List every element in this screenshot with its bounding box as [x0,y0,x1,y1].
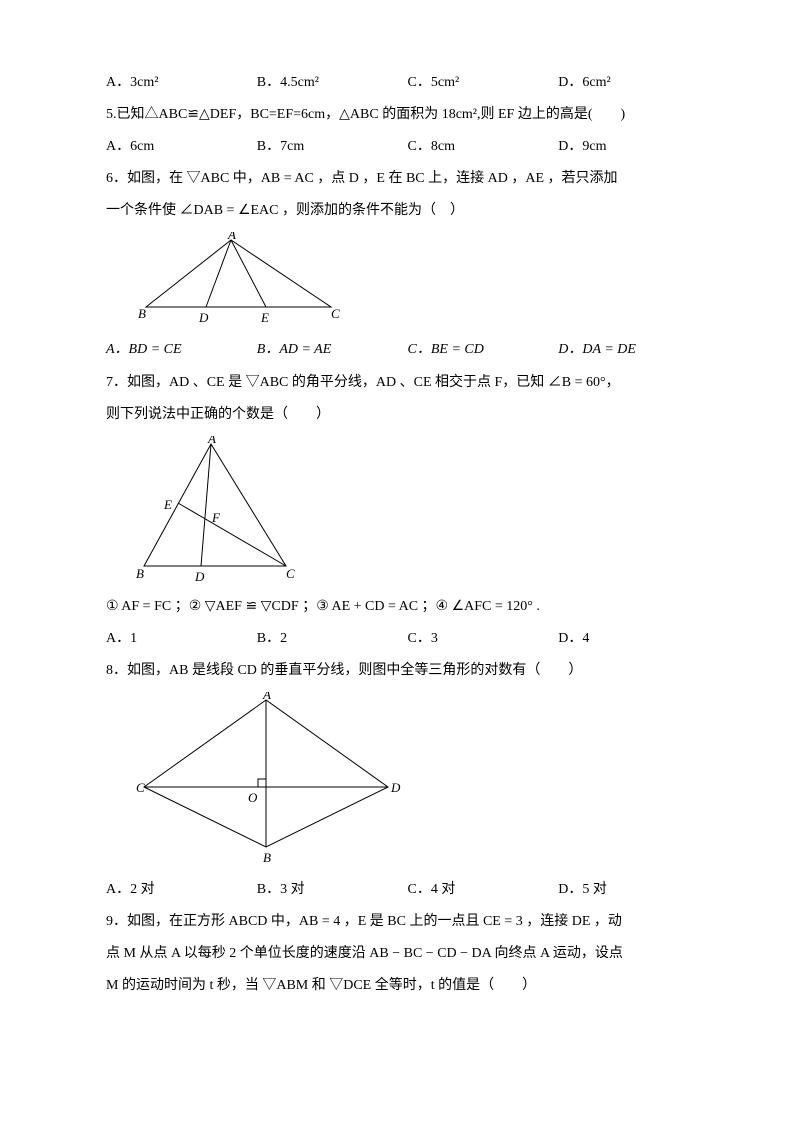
q7-claims: ① AF = FC ；② ▽AEF ≌ ▽CDF ；③ AE + CD = AC… [106,592,694,622]
q6-options: A．BD = CE B．AD = AE C．BE = CD D．DA = DE [106,335,694,365]
q5-options: A．6cm B．7cm C．8cm D．9cm [106,132,694,162]
q8-optA: A．2 对 [106,875,257,905]
q5-optD: D．9cm [558,132,694,162]
q6-optD: D．DA = DE [558,335,694,365]
q9-stem-c: M 的运动时间为 t 秒，当 ▽ABM 和 ▽DCE 全等时，t 的值是（ ） [106,971,694,1001]
q6-label-D: D [198,310,209,325]
q9-stem-a: 9．如图，在正方形 ABCD 中，AB = 4 ，E 是 BC 上的一点且 CE… [106,907,694,937]
q6-svg: A B D E C [136,232,346,327]
q8-label-A: A [262,692,271,702]
q5-optC: C．8cm [408,132,559,162]
q5-optB: B．7cm [257,132,408,162]
q5-stem: 5.已知△ABC≌△DEF，BC=EF=6cm，△ABC 的面积为 18cm²,… [106,100,694,130]
q8-svg: A C O D B [136,692,401,867]
q8-label-O: O [248,790,258,805]
q8-optB: B．3 对 [257,875,408,905]
q6-optA: A．BD = CE [106,335,257,365]
q7-optB: B．2 [257,624,408,654]
q4-optD: D．6cm² [558,68,694,98]
q4-optA: A．3cm² [106,68,257,98]
q6-figure: A B D E C [136,232,694,327]
q8-figure: A C O D B [136,692,694,867]
q6-label-C: C [331,306,340,321]
q9-stem-b: 点 M 从点 A 以每秒 2 个单位长度的速度沿 AB − BC − CD − … [106,939,694,969]
q7-optD: D．4 [558,624,694,654]
q7-svg: A E F B D C [136,436,301,584]
q7-label-C: C [286,566,295,581]
q8-optC: C．4 对 [408,875,559,905]
q6-stem-a: 6．如图，在 ▽ABC 中，AB = AC ，点 D ，E 在 BC 上，连接 … [106,164,694,194]
q6-optC: C．BE = CD [408,335,559,365]
q7-label-A: A [207,436,216,446]
q7-label-D: D [194,569,205,584]
q7-options: A．1 B．2 C．3 D．4 [106,624,694,654]
q7-optA: A．1 [106,624,257,654]
q5-optA: A．6cm [106,132,257,162]
q7-stem-a: 7．如图，AD 、CE 是 ▽ABC 的角平分线，AD 、CE 相交于点 F，已… [106,368,694,398]
q7-label-E: E [163,497,172,512]
q6-label-A: A [227,232,236,242]
q6-optB: B．AD = AE [257,335,408,365]
q7-figure: A E F B D C [136,436,694,584]
q8-label-D: D [390,780,401,795]
q6-stem-b: 一个条件使 ∠DAB = ∠EAC ，则添加的条件不能为（ ） [106,196,694,226]
q4-optC: C．5cm² [408,68,559,98]
q7-optC: C．3 [408,624,559,654]
q7-stem-b: 则下列说法中正确的个数是（ ） [106,400,694,430]
q8-stem: 8．如图，AB 是线段 CD 的垂直平分线，则图中全等三角形的对数有（ ） [106,656,694,686]
q8-optD: D．5 对 [558,875,694,905]
q7-label-B: B [136,566,144,581]
q8-options: A．2 对 B．3 对 C．4 对 D．5 对 [106,875,694,905]
q8-label-C: C [136,780,145,795]
q6-label-E: E [260,310,269,325]
q6-label-B: B [138,306,146,321]
q7-label-F: F [211,510,221,525]
q8-label-B: B [263,850,271,865]
q4-optB: B．4.5cm² [257,68,408,98]
q4-options: A．3cm² B．4.5cm² C．5cm² D．6cm² [106,68,694,98]
